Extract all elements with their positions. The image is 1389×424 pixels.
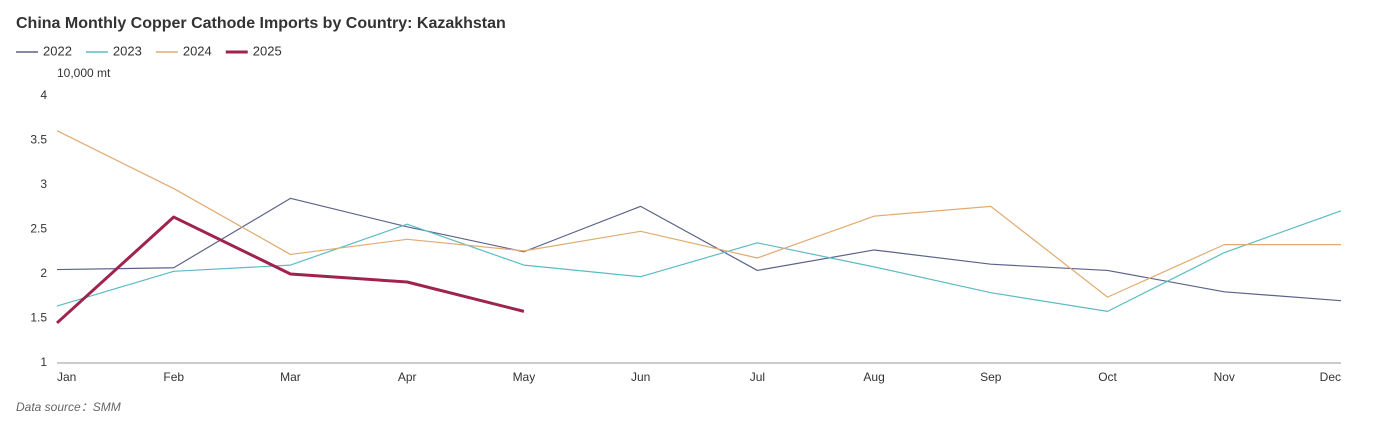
source-note: Data source：SMM (16, 400, 121, 414)
x-tick-label: Jul (750, 370, 765, 384)
legend-label: 2024 (183, 43, 212, 58)
x-tick-label: Sep (980, 370, 1002, 384)
y-axis-label: 10,000 mt (57, 66, 111, 80)
x-tick-label: Nov (1214, 370, 1235, 384)
x-tick-label: Jan (57, 370, 76, 384)
y-tick-label: 1 (40, 355, 47, 369)
x-tick-label: Dec (1320, 370, 1341, 384)
legend-label: 2025 (253, 43, 282, 58)
y-tick-label: 3.5 (30, 133, 47, 147)
x-tick-label: Jun (631, 370, 650, 384)
x-tick-label: Apr (398, 370, 417, 384)
x-tick-label: Mar (280, 370, 301, 384)
series-line (56, 210, 1342, 312)
y-tick-label: 1.5 (30, 311, 47, 325)
legend-label: 2023 (113, 43, 142, 58)
y-tick-label: 2 (40, 266, 47, 280)
legend-label: 2022 (43, 43, 72, 58)
x-tick-label: Aug (863, 370, 884, 384)
chart-title: China Monthly Copper Cathode Imports by … (16, 15, 506, 32)
y-tick-label: 2.5 (30, 222, 47, 236)
x-tick-label: Feb (163, 370, 184, 384)
series-line (56, 130, 1341, 298)
y-tick-label: 3 (40, 177, 47, 191)
x-tick-label: Oct (1098, 370, 1117, 384)
series-line (56, 197, 1342, 302)
y-tick-label: 4 (40, 88, 47, 102)
x-tick-label: May (513, 370, 536, 384)
series-line (55, 215, 525, 325)
